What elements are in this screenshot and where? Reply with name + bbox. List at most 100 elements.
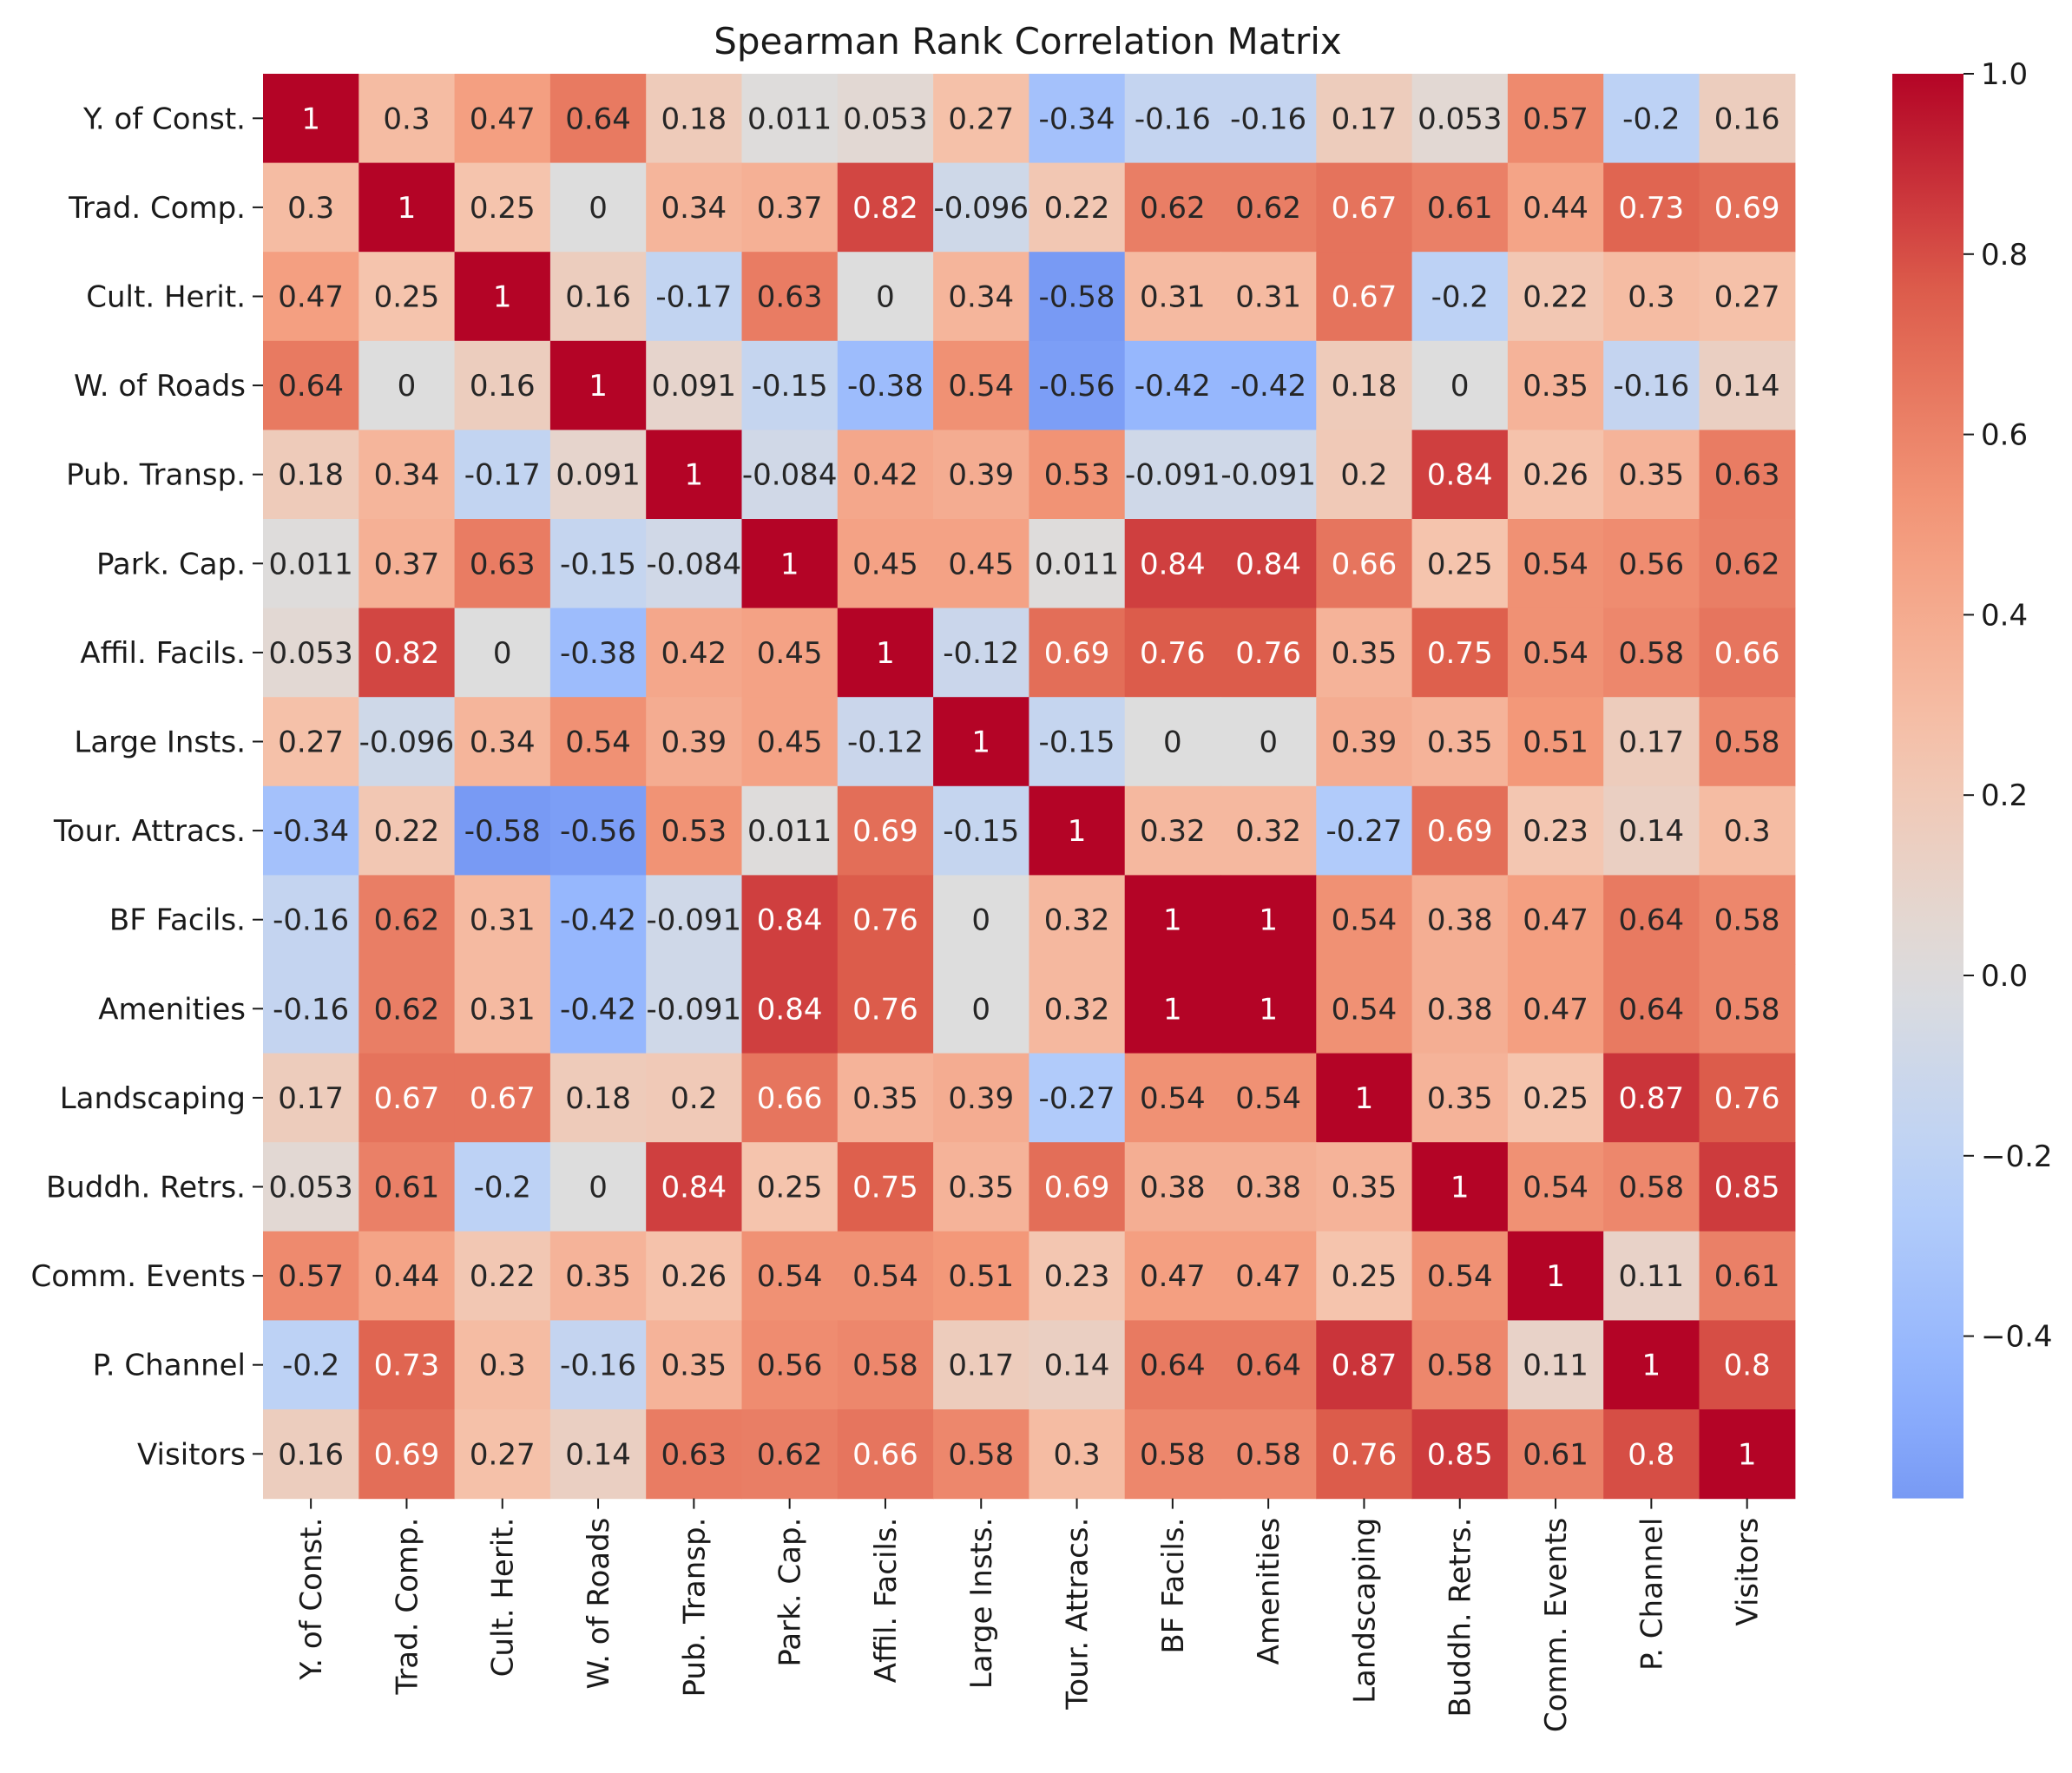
cell-annotation: 0.54: [1235, 1081, 1301, 1116]
cell-annotation: 1: [1163, 992, 1182, 1027]
cell-annotation: 0.57: [1523, 102, 1589, 136]
cell-annotation: -0.42: [1135, 369, 1211, 404]
cell-annotation: 0.82: [852, 191, 918, 226]
cell-annotation: 0.27: [278, 726, 344, 760]
heatmap-cell: [837, 1053, 934, 1143]
x-tick-label: W. of Roads: [582, 1518, 616, 1690]
heatmap-cell: [358, 1142, 456, 1232]
cell-annotation: 1: [1259, 992, 1278, 1027]
x-tick-label: Buddh. Retrs.: [1444, 1518, 1478, 1717]
cell-annotation: 0.35: [1332, 1171, 1398, 1205]
heatmap-cell: [933, 607, 1029, 698]
heatmap-cell: [1507, 519, 1604, 609]
heatmap-cell: [1124, 1320, 1221, 1410]
cell-annotation: 0.17: [1618, 726, 1684, 760]
heatmap-cell: [1603, 519, 1700, 609]
heatmap-cell: [837, 964, 934, 1054]
heatmap-cell: [1124, 697, 1221, 787]
heatmap-cell: [1029, 1142, 1126, 1232]
cell-annotation: -0.17: [464, 458, 541, 493]
heatmap-cell: [646, 1053, 743, 1143]
heatmap-cell: [1029, 697, 1126, 787]
cell-annotation: 0.18: [278, 458, 344, 493]
cell-annotation: 0.053: [268, 636, 352, 671]
x-tick-label: Tour. Attracs.: [1061, 1518, 1095, 1711]
y-tick-label: Trad. Comp.: [68, 191, 246, 226]
y-tick-label: Pub. Transp.: [66, 458, 246, 493]
cell-annotation: 1: [1450, 1171, 1470, 1205]
cell-annotation: 0.25: [1523, 1081, 1589, 1116]
heatmap-cell: [646, 964, 743, 1054]
cell-annotation: 0: [493, 636, 512, 671]
cell-annotation: 0.69: [1714, 191, 1780, 226]
cell-annotation: 0.32: [1140, 814, 1206, 849]
heatmap-cell: [549, 1142, 647, 1232]
cell-annotation: 0.2: [1340, 458, 1387, 493]
cell-annotation: 0.42: [661, 636, 727, 671]
heatmap-cell: [741, 430, 839, 520]
heatmap-cell: [549, 607, 647, 698]
x-tick-label: Trad. Comp.: [390, 1518, 424, 1696]
cell-annotation: 0.45: [852, 547, 918, 581]
heatmap-cell: [1316, 74, 1413, 164]
heatmap-cell: [741, 607, 839, 698]
heatmap-cell: [1316, 1320, 1413, 1410]
heatmap-cell: [454, 340, 551, 430]
heatmap-cell: [1603, 1409, 1700, 1500]
cell-annotation: 1: [589, 369, 608, 404]
cell-annotation: 0.38: [1427, 903, 1493, 938]
cell-annotation: -0.12: [847, 726, 924, 760]
cell-annotation: 1: [1738, 1437, 1757, 1472]
cell-annotation: 0.85: [1714, 1171, 1780, 1205]
cell-annotation: 1: [685, 458, 704, 493]
heatmap-cell: [741, 1142, 839, 1232]
heatmap-cell: [1124, 74, 1221, 164]
cell-annotation: 0.66: [1332, 547, 1398, 581]
x-tick-label: P. Channel: [1635, 1518, 1669, 1671]
heatmap-cell: [454, 1231, 551, 1321]
heatmap-cell: [1316, 519, 1413, 609]
cell-annotation: 0.3: [287, 191, 334, 226]
heatmap-cell: [1699, 1053, 1796, 1143]
cell-annotation: 0.17: [278, 1081, 344, 1116]
heatmap-cell: [358, 1053, 456, 1143]
heatmap-cell: [263, 252, 359, 342]
cell-annotation: 0.76: [852, 992, 918, 1027]
cell-annotation: 0.75: [852, 1171, 918, 1205]
y-tick-label: Large Insts.: [74, 726, 246, 760]
cell-annotation: 0.32: [1044, 992, 1110, 1027]
cell-annotation: 0.35: [852, 1081, 918, 1116]
heatmap-cell: [1411, 785, 1509, 876]
heatmap-cell: [358, 74, 456, 164]
heatmap-cell: [741, 697, 839, 787]
cell-annotation: 1: [1642, 1349, 1661, 1383]
cell-annotation: 0.34: [661, 191, 727, 226]
heatmap-cell: [454, 430, 551, 520]
heatmap-cell: [1220, 430, 1317, 520]
y-tick-label: Park. Cap.: [96, 547, 246, 581]
heatmap-cell: [1411, 1053, 1509, 1143]
heatmap-cell: [1316, 1142, 1413, 1232]
y-tick-label: P. Channel: [93, 1349, 246, 1383]
chart-title: Spearman Rank Correlation Matrix: [714, 20, 1342, 62]
cell-annotation: 0.14: [1618, 814, 1684, 849]
cell-annotation: 0.47: [1140, 1259, 1206, 1294]
heatmap-cell: [1411, 1320, 1509, 1410]
cell-annotation: 0.35: [948, 1171, 1014, 1205]
heatmap-cell: [933, 1320, 1029, 1410]
heatmap-cell: [1316, 875, 1413, 965]
cell-annotation: 0.73: [374, 1349, 440, 1383]
heatmap-cell: [1411, 430, 1509, 520]
heatmap-cell: [1603, 607, 1700, 698]
heatmap-cell: [1220, 607, 1317, 698]
cell-annotation: 0.47: [1523, 992, 1589, 1027]
cell-annotation: 0.58: [1714, 903, 1780, 938]
cell-annotation: 0.091: [556, 458, 640, 493]
cell-annotation: 0.25: [1427, 547, 1493, 581]
heatmap-cell: [549, 1409, 647, 1500]
cell-annotation: -0.15: [943, 814, 1019, 849]
heatmap-cell: [646, 430, 743, 520]
cell-annotation: 0.31: [1140, 280, 1206, 315]
cell-annotation: 0.58: [1618, 1171, 1684, 1205]
